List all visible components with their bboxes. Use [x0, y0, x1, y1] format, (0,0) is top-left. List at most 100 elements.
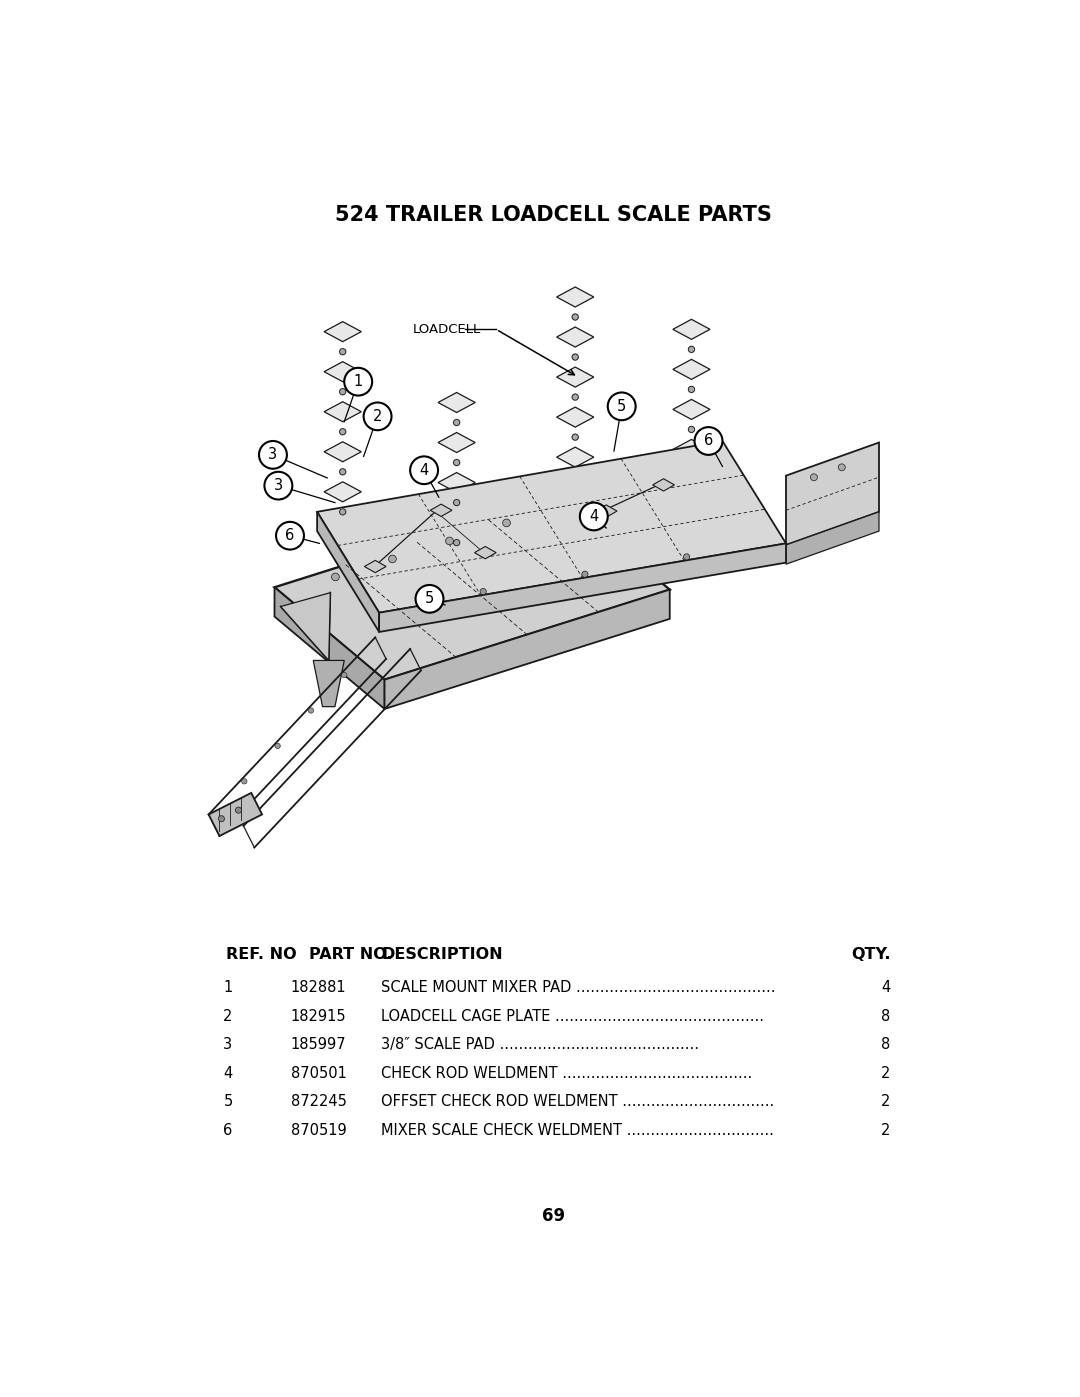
Text: 2: 2: [881, 1123, 891, 1137]
Text: REF. NO: REF. NO: [227, 947, 297, 963]
Circle shape: [341, 672, 347, 678]
Polygon shape: [556, 367, 594, 387]
Polygon shape: [324, 522, 362, 542]
Text: CHECK ROD WELDMENT ........................................: CHECK ROD WELDMENT .....................…: [381, 1066, 753, 1081]
Text: 2: 2: [881, 1094, 891, 1109]
Polygon shape: [438, 513, 475, 532]
Circle shape: [339, 388, 346, 395]
Polygon shape: [673, 359, 710, 380]
Polygon shape: [556, 286, 594, 307]
Circle shape: [410, 457, 438, 485]
Text: MIXER SCALE CHECK WELDMENT ...............................: MIXER SCALE CHECK WELDMENT .............…: [381, 1123, 774, 1137]
Polygon shape: [556, 447, 594, 467]
Polygon shape: [364, 560, 387, 573]
Polygon shape: [673, 320, 710, 339]
Polygon shape: [438, 472, 475, 493]
Polygon shape: [274, 497, 670, 680]
Text: 870519: 870519: [291, 1123, 347, 1137]
Circle shape: [810, 474, 818, 481]
Polygon shape: [556, 407, 594, 427]
Circle shape: [345, 367, 373, 395]
Polygon shape: [379, 543, 786, 631]
Circle shape: [454, 500, 460, 506]
Text: 2: 2: [224, 1009, 232, 1024]
Circle shape: [572, 394, 578, 400]
Text: 3: 3: [269, 447, 278, 462]
Circle shape: [582, 571, 588, 577]
Text: 4: 4: [224, 1066, 232, 1081]
Polygon shape: [318, 511, 379, 631]
Circle shape: [694, 427, 723, 455]
Text: 69: 69: [542, 1207, 565, 1225]
Text: 872245: 872245: [291, 1094, 347, 1109]
Polygon shape: [504, 535, 532, 550]
Polygon shape: [324, 402, 362, 422]
Text: QTY.: QTY.: [851, 947, 891, 963]
Circle shape: [339, 429, 346, 434]
Polygon shape: [274, 587, 384, 708]
Text: 3: 3: [274, 478, 283, 493]
Circle shape: [838, 464, 846, 471]
Circle shape: [218, 816, 225, 821]
Text: 6: 6: [704, 433, 713, 448]
Circle shape: [580, 503, 608, 531]
Polygon shape: [208, 793, 262, 835]
Circle shape: [416, 585, 444, 613]
Polygon shape: [786, 443, 879, 545]
Polygon shape: [438, 433, 475, 453]
Circle shape: [572, 434, 578, 440]
Text: 2: 2: [373, 409, 382, 423]
Polygon shape: [324, 482, 362, 502]
Text: 182881: 182881: [291, 981, 347, 995]
Circle shape: [339, 469, 346, 475]
Text: 8: 8: [881, 1009, 891, 1024]
Circle shape: [308, 708, 313, 714]
Circle shape: [481, 588, 486, 595]
Polygon shape: [455, 556, 482, 571]
Text: PART NO.: PART NO.: [309, 947, 393, 963]
Polygon shape: [673, 440, 710, 460]
Text: LOADCELL: LOADCELL: [413, 323, 481, 335]
Text: 870501: 870501: [291, 1066, 347, 1081]
Circle shape: [339, 509, 346, 515]
Polygon shape: [281, 592, 330, 661]
Polygon shape: [595, 504, 617, 517]
Circle shape: [684, 553, 690, 560]
Polygon shape: [556, 327, 594, 346]
Circle shape: [259, 441, 287, 469]
Text: 6: 6: [285, 528, 295, 543]
Circle shape: [454, 460, 460, 465]
Polygon shape: [324, 441, 362, 462]
Polygon shape: [438, 553, 475, 573]
Circle shape: [454, 419, 460, 426]
Circle shape: [572, 353, 578, 360]
Text: 8: 8: [881, 1037, 891, 1052]
Text: 5: 5: [424, 591, 434, 606]
Circle shape: [364, 402, 392, 430]
Circle shape: [688, 346, 694, 352]
Circle shape: [242, 778, 247, 784]
Polygon shape: [474, 546, 496, 559]
Text: 182915: 182915: [291, 1009, 347, 1024]
Text: SCALE MOUNT MIXER PAD ..........................................: SCALE MOUNT MIXER PAD ..................…: [381, 981, 775, 995]
Text: 185997: 185997: [291, 1037, 347, 1052]
Text: 1: 1: [353, 374, 363, 390]
Polygon shape: [652, 479, 674, 490]
Polygon shape: [324, 362, 362, 381]
Text: 5: 5: [617, 398, 626, 414]
Polygon shape: [786, 511, 879, 564]
Text: 6: 6: [224, 1123, 232, 1137]
Text: 2: 2: [881, 1066, 891, 1081]
Polygon shape: [384, 590, 670, 708]
Polygon shape: [324, 321, 362, 342]
Circle shape: [275, 743, 281, 749]
Circle shape: [276, 522, 303, 549]
Circle shape: [389, 555, 396, 563]
Circle shape: [446, 536, 454, 545]
Polygon shape: [430, 504, 451, 517]
Circle shape: [454, 539, 460, 546]
Polygon shape: [673, 400, 710, 419]
Circle shape: [572, 314, 578, 320]
Polygon shape: [438, 393, 475, 412]
Polygon shape: [318, 441, 786, 613]
